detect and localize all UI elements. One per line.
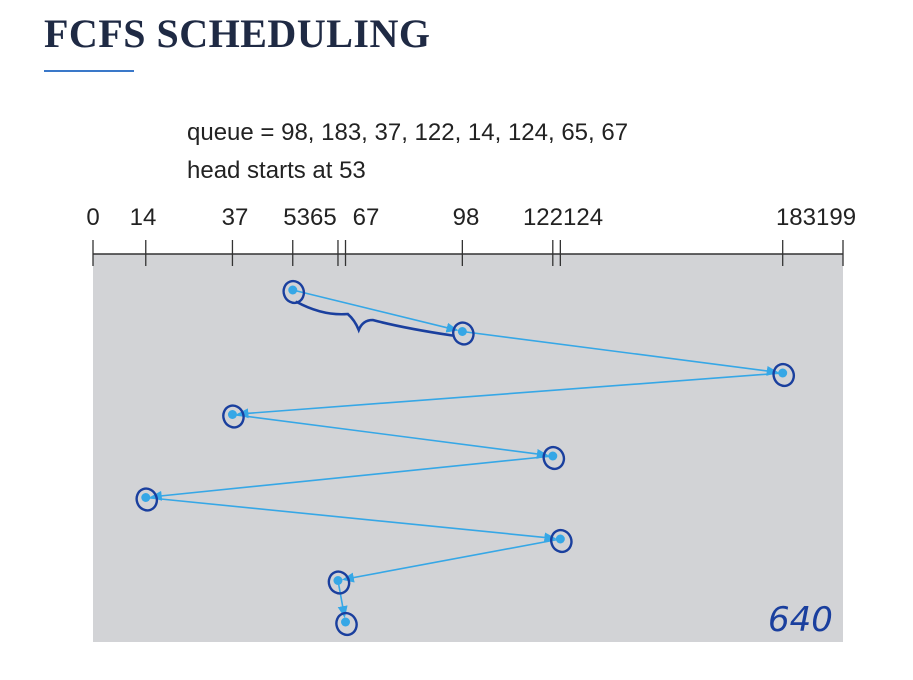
- ink-circle-124: [550, 528, 573, 554]
- handwritten-total: 640: [768, 600, 833, 640]
- ink-circle-37: [222, 404, 245, 429]
- ink-circle-67: [335, 611, 358, 637]
- head-position-dot-53: [288, 285, 298, 295]
- tick-label-14: 14: [129, 204, 157, 231]
- seek-arrow-7: [341, 538, 561, 583]
- seek-arrow-4: [232, 413, 549, 459]
- head-position-dot-14: [141, 493, 151, 502]
- queue-caption: queue = 98, 183, 37, 122, 14, 124, 65, 6…: [187, 119, 629, 146]
- tick-label-122-124: 122124: [522, 204, 604, 231]
- head-position-dot-183: [778, 368, 788, 378]
- title-underline: [44, 70, 134, 72]
- ink-circle-122: [542, 445, 566, 471]
- ink-circle-183: [772, 362, 796, 388]
- head-position-dot-67: [341, 617, 351, 627]
- tick-label-0: 0: [86, 204, 100, 231]
- seek-arrow-5: [149, 455, 553, 501]
- tick-label-53-65: 5365: [283, 204, 337, 231]
- tick-label-67: 67: [352, 204, 380, 231]
- tick-label-98: 98: [452, 204, 480, 231]
- tick-label-37: 37: [221, 204, 249, 231]
- head-position-dot-98: [457, 327, 467, 336]
- head-position-dot-65: [333, 576, 343, 585]
- seek-arrow-1: [292, 289, 459, 333]
- head-position-dot-124: [555, 534, 565, 544]
- ink-brace: [295, 300, 454, 337]
- seek-arrow-3: [236, 372, 783, 419]
- seek-arrow-6: [145, 496, 557, 543]
- tick-label-183-199: 183199: [775, 204, 857, 231]
- head-position-dot-122: [548, 451, 558, 461]
- diagram-panel: [93, 254, 843, 642]
- seek-arrow-2: [462, 330, 779, 376]
- head-caption: head starts at 53: [187, 157, 366, 184]
- ink-circle-65: [327, 570, 351, 595]
- seek-arrow-8: [337, 580, 348, 619]
- ink-circle-14: [135, 487, 159, 512]
- head-position-dot-37: [227, 410, 237, 419]
- ink-circle-98: [452, 321, 475, 346]
- slide-title: FCFS SCHEDULING: [44, 11, 431, 56]
